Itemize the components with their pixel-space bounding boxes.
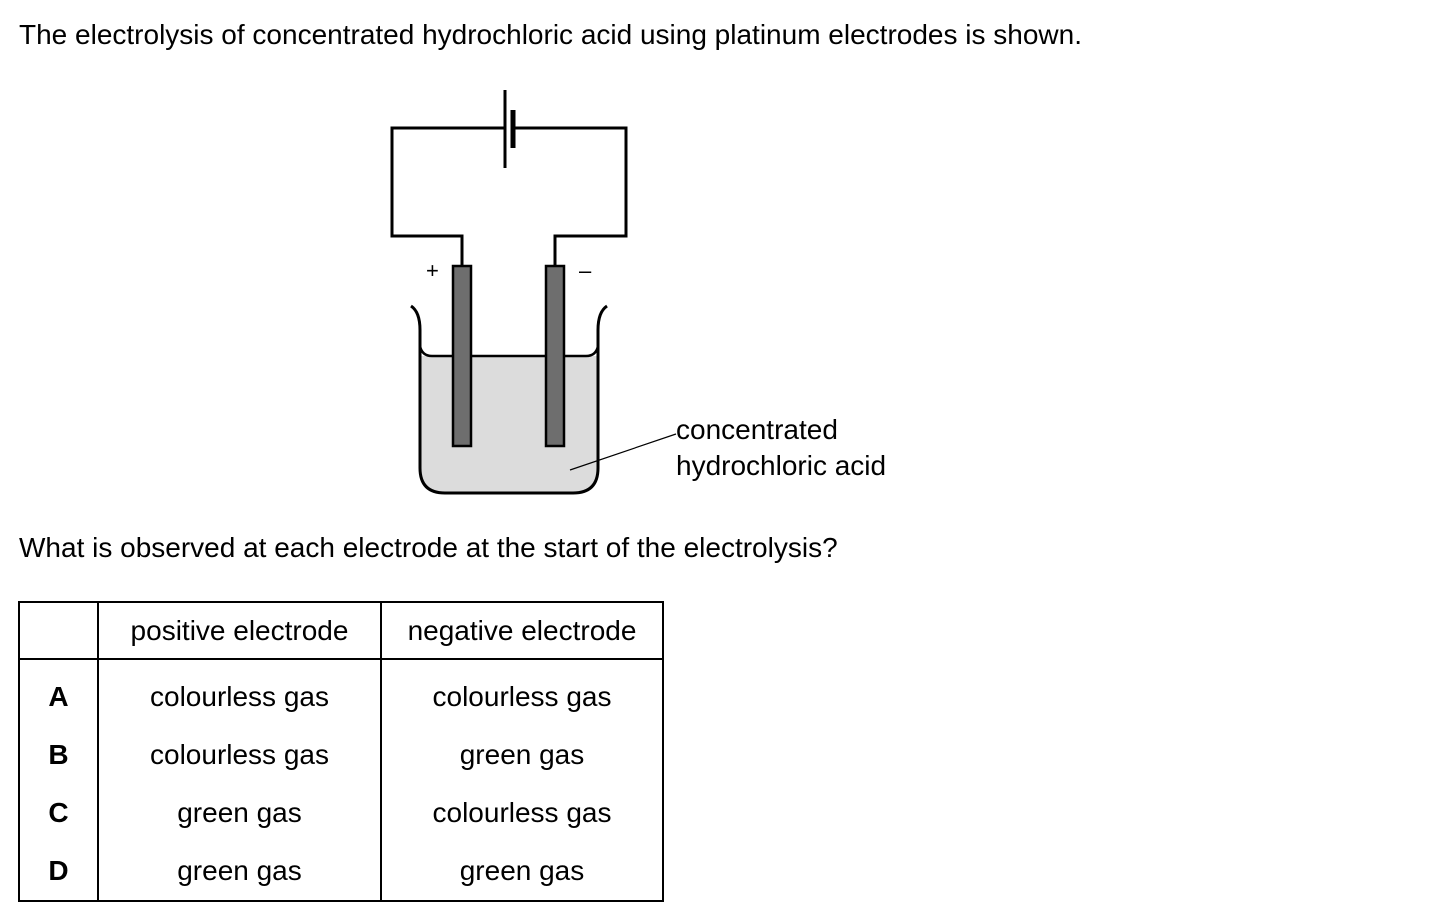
header-positive-electrode: positive electrode bbox=[98, 602, 382, 660]
positive-observation: colourless gas bbox=[98, 726, 382, 784]
solution-label-line2: hydrochloric acid bbox=[676, 450, 886, 481]
question-intro: The electrolysis of concentrated hydroch… bbox=[19, 19, 1082, 50]
table-row: D green gas green gas bbox=[19, 842, 663, 901]
answer-table: positive electrode negative electrode A … bbox=[18, 601, 664, 902]
negative-observation: colourless gas bbox=[432, 797, 612, 828]
option-letter: B bbox=[19, 726, 99, 784]
beaker bbox=[410, 304, 608, 495]
positive-observation: colourless gas bbox=[98, 659, 382, 726]
table-row: B colourless gas green gas bbox=[19, 726, 663, 784]
positive-electrode bbox=[451, 264, 473, 448]
negative-observation: green gas bbox=[459, 739, 585, 770]
positive-sign: + bbox=[426, 258, 439, 283]
label-leader-line bbox=[569, 433, 677, 471]
positive-observation: green gas bbox=[98, 784, 382, 842]
negative-observation: colourless gas bbox=[432, 681, 612, 712]
question-prompt: What is observed at each electrode at th… bbox=[19, 532, 838, 563]
solution-label-line1: concentrated bbox=[676, 414, 838, 445]
header-negative-electrode: negative electrode bbox=[381, 602, 663, 660]
option-letter: C bbox=[19, 784, 99, 842]
negative-electrode bbox=[544, 264, 566, 448]
circuit-wire bbox=[390, 126, 628, 266]
negative-sign: – bbox=[579, 258, 592, 283]
positive-observation: green gas bbox=[98, 842, 382, 901]
table-header-row: positive electrode negative electrode bbox=[19, 602, 663, 660]
option-letter: A bbox=[19, 659, 99, 726]
solution-surface bbox=[418, 345, 600, 358]
table-row: C green gas colourless gas bbox=[19, 784, 663, 842]
table-row: A colourless gas colourless gas bbox=[19, 659, 663, 726]
option-letter: D bbox=[19, 842, 99, 901]
negative-observation: green gas bbox=[459, 855, 585, 886]
header-option bbox=[19, 602, 99, 660]
acid-solution bbox=[420, 356, 598, 493]
